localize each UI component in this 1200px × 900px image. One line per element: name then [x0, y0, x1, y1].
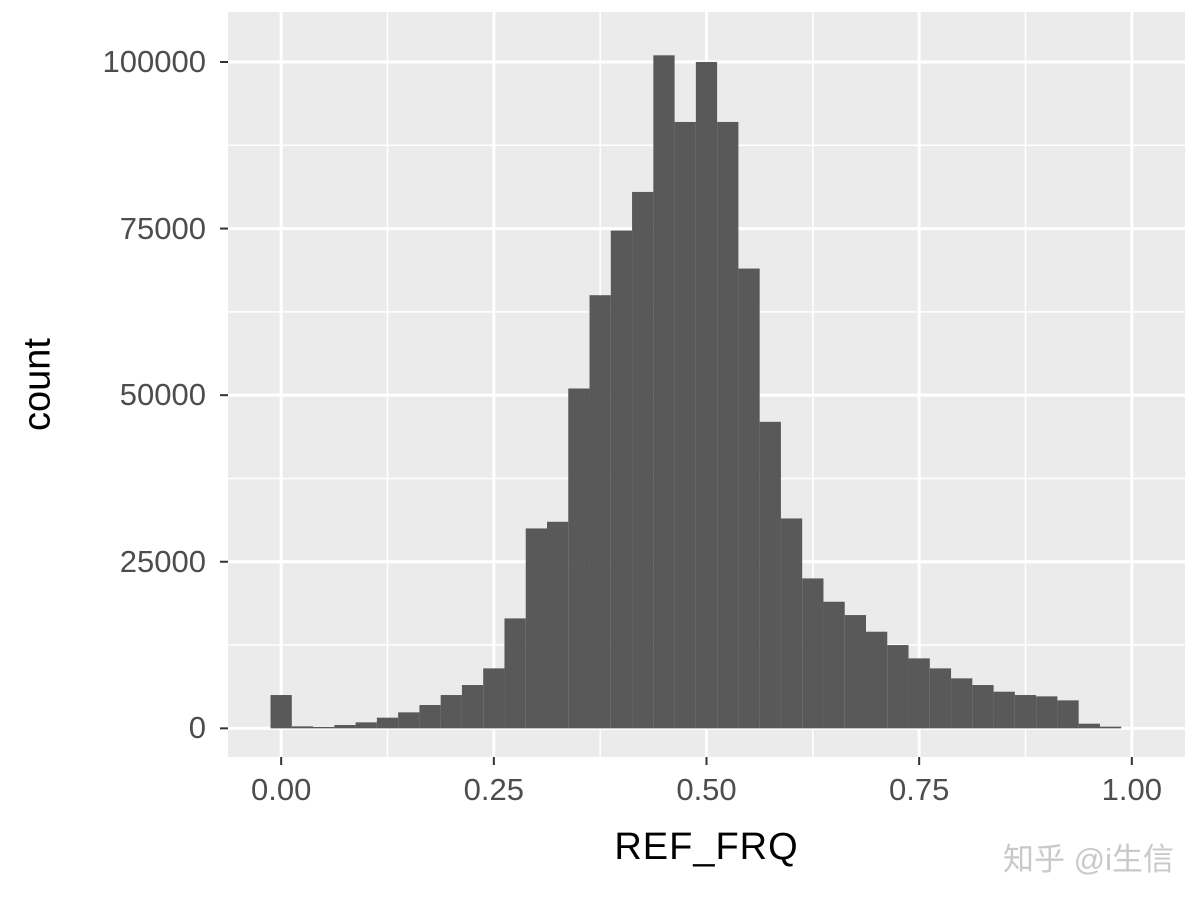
histogram-bar: [547, 521, 569, 729]
histogram-bar: [313, 727, 335, 729]
watermark: 知乎 @i生信: [1003, 842, 1174, 877]
histogram-bar: [908, 658, 930, 729]
histogram-bar: [376, 717, 399, 729]
histogram-bar: [461, 685, 484, 729]
y-tick-label: 75000: [119, 210, 206, 246]
y-tick-label: 50000: [119, 377, 206, 413]
x-tick-label: 1.00: [1101, 772, 1162, 807]
histogram-bar: [866, 631, 888, 729]
y-tick-label: 0: [188, 710, 206, 746]
histogram-bar: [632, 191, 654, 729]
histogram-bar: [568, 388, 590, 729]
x-tick-label: 0.75: [888, 772, 950, 807]
histogram-bar: [1036, 696, 1058, 729]
x-axis-title: REF_FRQ: [614, 826, 799, 868]
histogram-bar: [440, 695, 462, 729]
histogram-bar: [1078, 723, 1100, 729]
histogram-svg: [220, 12, 1185, 765]
histogram-bar: [887, 645, 909, 729]
histogram-bar: [802, 578, 824, 729]
histogram-bar: [291, 726, 314, 729]
histogram-bar: [844, 615, 866, 729]
histogram-bar: [780, 518, 803, 729]
x-tick-label: 0.25: [463, 772, 524, 807]
histogram-bar: [717, 121, 739, 729]
histogram-bar: [334, 725, 356, 729]
histogram-bar: [355, 722, 377, 729]
histogram-bar: [504, 618, 526, 729]
histogram-bar: [674, 121, 696, 729]
y-tick-label: 100000: [102, 43, 206, 79]
x-tick-label: 0.00: [250, 772, 312, 807]
histogram-bar: [951, 678, 973, 729]
histogram-bar: [610, 230, 633, 729]
histogram-bar: [483, 668, 505, 729]
histogram-bar: [823, 601, 845, 729]
histogram-bar: [1057, 700, 1079, 729]
histogram-bar: [929, 668, 952, 729]
histogram-bar: [993, 691, 1015, 729]
histogram-bar: [1014, 695, 1037, 729]
histogram-bar: [1099, 726, 1122, 729]
histogram-bar: [972, 685, 994, 729]
histogram-bar: [525, 528, 547, 729]
histogram-bar: [270, 695, 292, 729]
histogram-bar: [398, 712, 420, 729]
x-tick-label: 0.50: [676, 772, 737, 807]
histogram-bar: [695, 61, 718, 729]
y-tick-label: 25000: [119, 543, 206, 579]
histogram-bar: [653, 55, 675, 729]
histogram-bar: [759, 421, 781, 729]
histogram-bar: [589, 295, 611, 729]
histogram-bar: [419, 705, 441, 729]
plot-panel: [220, 12, 1185, 765]
histogram-bar: [738, 268, 760, 729]
